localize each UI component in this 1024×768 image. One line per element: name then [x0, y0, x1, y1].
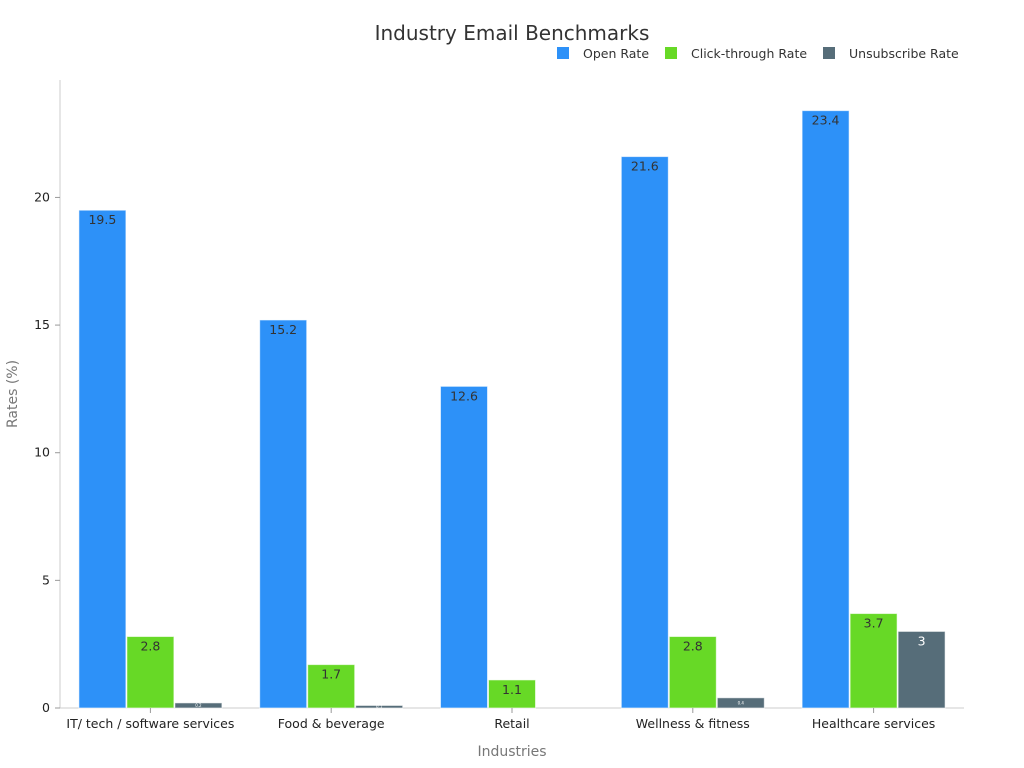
x-tick-label: Healthcare services: [812, 716, 935, 731]
legend-swatch-click-through-rate: [665, 47, 677, 59]
data-label: 21.6: [631, 159, 659, 174]
x-axis-title: Industries: [477, 744, 546, 760]
bar-click-through-rate-wellness-fitness: [668, 636, 717, 709]
y-ticks: 0 5 10 15 20: [34, 189, 60, 715]
bar-open-rate-healthcare-services: [801, 110, 850, 709]
data-label: 23.4: [812, 113, 840, 128]
bar-open-rate-food-beverage: [259, 319, 308, 709]
bar-unsubscribe-rate-it-tech-software-services: [174, 702, 223, 709]
y-tick-label: 20: [34, 189, 50, 204]
data-label: 0.2: [195, 703, 202, 708]
bar-labels: 19.5 2.8 0.2 15.2 1.7 0.1 12.6 1.1 21.6 2.8 0.4 23.…: [88, 113, 925, 710]
x-tick-label: IT/ tech / software services: [66, 716, 234, 731]
x-ticks: IT/ tech / software services Food & bever…: [66, 708, 935, 731]
data-label: 0.4: [738, 700, 745, 705]
legend: Open Rate Click-through Rate Unsubscribe R…: [557, 46, 959, 61]
bar-open-rate-retail: [440, 385, 488, 709]
data-label: 2.8: [683, 639, 703, 654]
bar-open-rate-it-tech-software-services: [78, 209, 127, 709]
bar-open-rate-wellness-fitness: [620, 156, 669, 709]
data-label: 1.1: [502, 682, 522, 697]
y-axis-title: Rates (%): [5, 360, 21, 428]
data-label: 0.1: [376, 704, 383, 709]
legend-label-unsubscribe-rate: Unsubscribe Rate: [849, 46, 959, 61]
legend-swatch-unsubscribe-rate: [823, 47, 835, 59]
legend-label-open-rate: Open Rate: [583, 46, 649, 61]
data-label: 2.8: [140, 639, 160, 654]
bar-click-through-rate-food-beverage: [307, 664, 356, 709]
bars: [78, 110, 946, 709]
legend-label-click-through-rate: Click-through Rate: [691, 46, 807, 61]
y-tick-label: 0: [42, 700, 50, 715]
data-label: 1.7: [321, 667, 341, 682]
y-tick-label: 5: [42, 572, 50, 587]
data-label: 15.2: [269, 322, 297, 337]
bar-unsubscribe-rate-wellness-fitness: [716, 697, 765, 709]
data-label: 3.7: [864, 616, 884, 631]
data-label: 3: [918, 633, 926, 648]
x-tick-label: Retail: [494, 716, 529, 731]
chart-title: Industry Email Benchmarks: [375, 21, 650, 45]
data-label: 12.6: [450, 388, 478, 403]
x-tick-label: Food & beverage: [278, 716, 385, 731]
bar-unsubscribe-rate-food-beverage: [355, 704, 404, 709]
legend-swatch-open-rate: [557, 47, 569, 59]
x-tick-label: Wellness & fitness: [636, 716, 750, 731]
data-label: 19.5: [88, 212, 116, 227]
y-tick-label: 15: [34, 317, 50, 332]
bar-unsubscribe-rate-healthcare-services: [897, 630, 946, 709]
y-tick-label: 10: [34, 445, 50, 460]
